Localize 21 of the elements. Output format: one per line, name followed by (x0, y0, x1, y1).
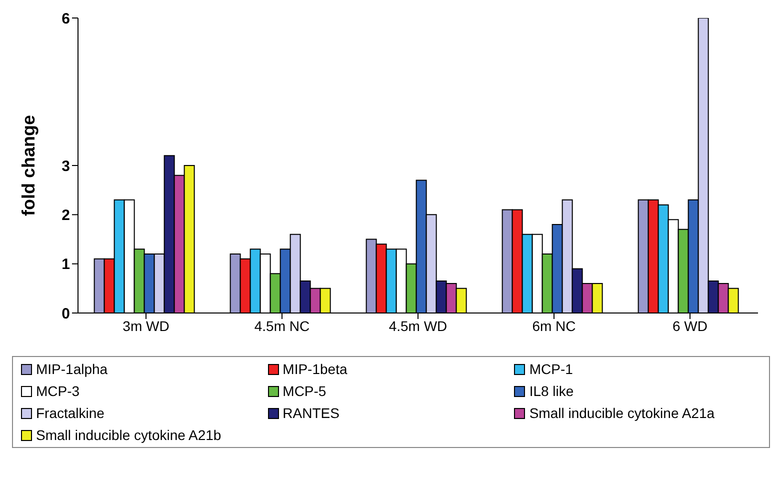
x-tick-label: 4.5m NC (254, 318, 310, 334)
legend-label: MIP-1alpha (36, 361, 108, 377)
legend-label: Fractalkine (36, 405, 104, 421)
legend-label: MIP-1beta (282, 361, 348, 377)
y-tick-label: 0 (62, 305, 70, 322)
legend-label: IL8 like (529, 383, 574, 399)
x-tick-label: 3m WD (122, 318, 170, 334)
legend-label: RANTES (282, 405, 340, 421)
legend-label: MCP-5 (282, 383, 326, 399)
y-tick-label: 1 (62, 256, 70, 274)
x-tick-label: 6 WD (672, 318, 708, 334)
legend-label: MCP-3 (36, 383, 80, 399)
y-tick-label: 3 (62, 158, 70, 175)
y-axis-title: fold change (18, 114, 38, 216)
y-tick-label: 6 (62, 10, 70, 28)
y-tick-label: 2 (62, 206, 70, 224)
x-tick-label: 4.5m WD (388, 318, 448, 334)
legend-label: MCP-1 (529, 361, 573, 377)
legend-label: Small inducible cytokine A21b (36, 427, 222, 443)
legend-label: Small inducible cytokine A21a (529, 405, 715, 421)
x-tick-label: 6m NC (532, 318, 576, 334)
